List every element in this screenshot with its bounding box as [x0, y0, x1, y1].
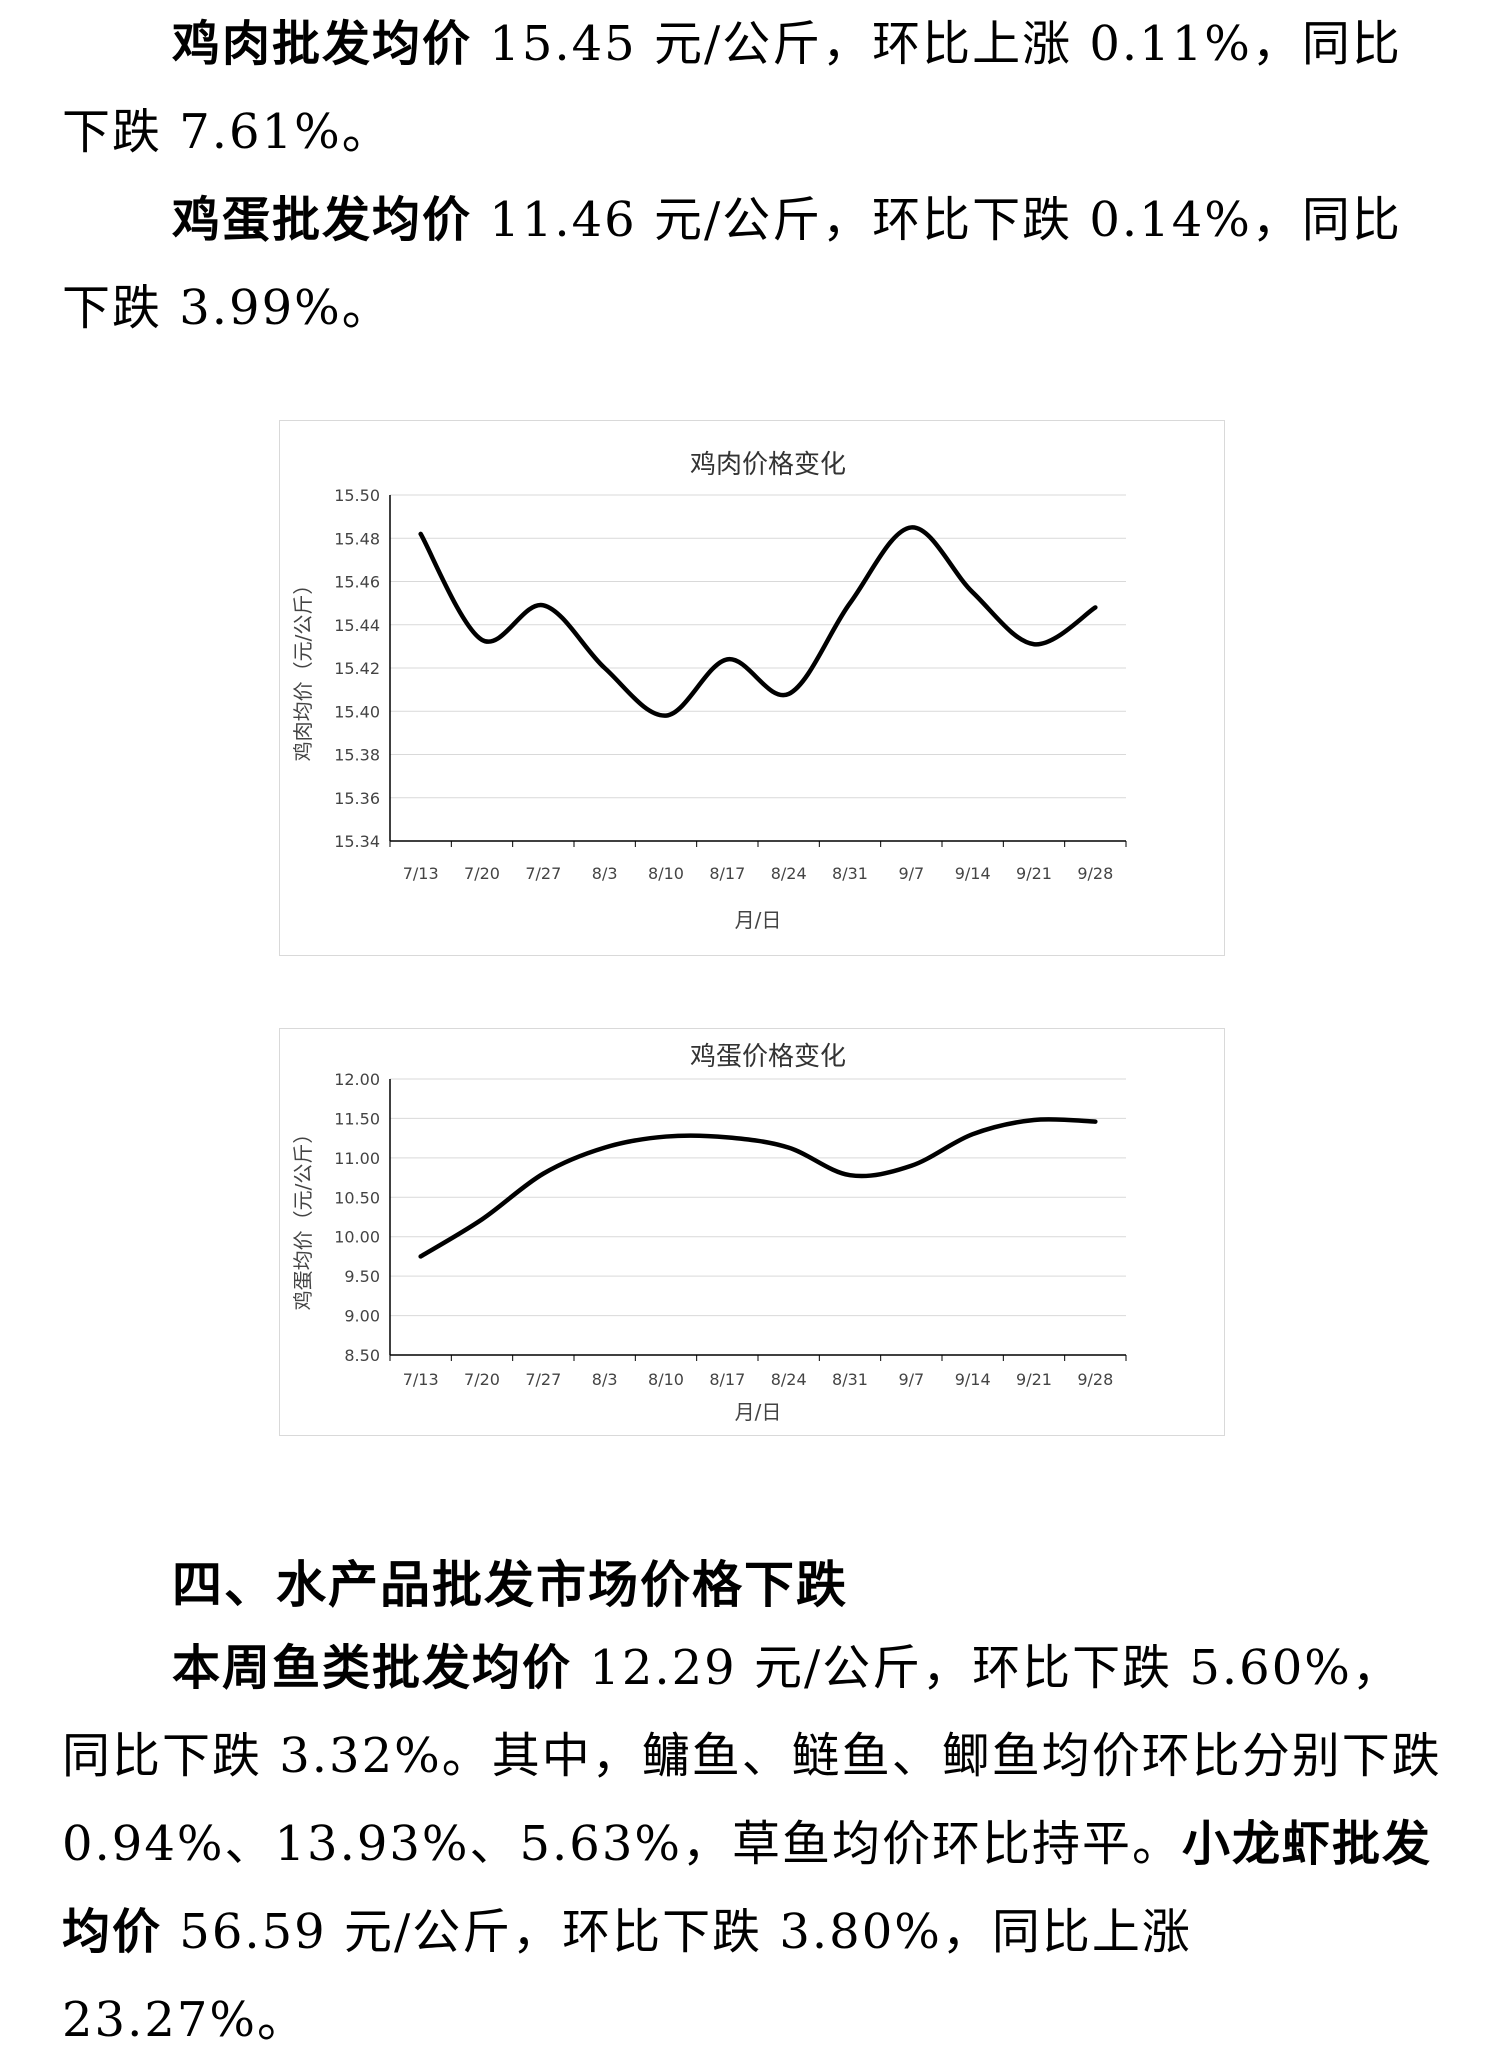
- y-tick-label: 15.34: [334, 832, 380, 851]
- x-axis-label: 月/日: [735, 908, 782, 932]
- y-tick-label: 11.00: [334, 1149, 380, 1168]
- data-point: [725, 1135, 729, 1139]
- data-point: [1032, 642, 1036, 646]
- chicken-price-chart: 鸡肉价格变化 15.34 15.36 15.38 15.40 15.42 15.44 15.4…: [279, 420, 1225, 956]
- x-tick-label: 7/13: [403, 1370, 439, 1389]
- chart-title: 鸡蛋价格变化: [690, 1042, 846, 1072]
- y-tick-label: 9.50: [344, 1267, 380, 1286]
- data-point: [848, 1173, 852, 1177]
- data-point: [480, 1217, 484, 1221]
- x-tick-label: 8/31: [832, 864, 868, 883]
- x-tick-label: 9/14: [955, 1370, 991, 1389]
- data-point: [419, 532, 423, 536]
- x-tick-label: 8/17: [709, 1370, 745, 1389]
- data-point: [1093, 605, 1097, 609]
- x-tick-label: 7/27: [525, 864, 561, 883]
- data-point: [1032, 1118, 1036, 1122]
- data-point: [725, 657, 729, 661]
- egg-price-chart: 鸡蛋价格变化 8.50 9.00 9.50 10.00 10.50 11.00 11.50 12…: [279, 1028, 1225, 1436]
- crayfish-text: 56.59 元/公斤，环比下跌 3.80%，同比上涨 23.27%。: [62, 1904, 1192, 2048]
- egg-paragraph: 鸡蛋批发均价 11.46 元/公斤，环比下跌 0.14%，同比下跌 3.99%。: [62, 176, 1442, 352]
- x-tick-label: 8/10: [648, 1370, 684, 1389]
- chicken-paragraph: 鸡肉批发均价 15.45 元/公斤，环比上涨 0.11%，同比下跌 7.61%。: [62, 0, 1442, 176]
- section-heading: 四、水产品批发市场价格下跌: [172, 1556, 848, 1614]
- y-axis-label: 鸡肉均价（元/公斤）: [291, 575, 315, 762]
- series-line: [418, 1117, 1098, 1259]
- y-tick-label: 10.00: [334, 1228, 380, 1247]
- y-tick-label: 15.42: [334, 659, 380, 678]
- data-point: [909, 1164, 913, 1168]
- data-point: [603, 1146, 607, 1150]
- data-point: [541, 1172, 545, 1176]
- y-axis-label: 鸡蛋均价（元/公斤）: [291, 1124, 315, 1311]
- y-tick-label: 15.36: [334, 789, 380, 808]
- x-tick-label: 9/7: [898, 864, 924, 883]
- chart-title: 鸡肉价格变化: [690, 450, 846, 480]
- y-tick-label: 15.46: [334, 573, 380, 592]
- x-tick-label: 8/3: [592, 1370, 618, 1389]
- x-tick-label: 9/21: [1016, 1370, 1052, 1389]
- data-point: [541, 603, 545, 607]
- series-line: [418, 525, 1098, 718]
- x-tick-label: 9/14: [955, 864, 991, 883]
- y-tick-label: 15.44: [334, 616, 380, 635]
- x-tick-label: 8/24: [771, 1370, 807, 1389]
- y-tick-label: 15.40: [334, 702, 380, 721]
- x-tick-label: 7/27: [525, 1370, 561, 1389]
- y-tick-label: 11.50: [334, 1109, 380, 1128]
- y-tick-label: 15.38: [334, 746, 380, 765]
- fish-text: 12.29 元/公斤，环比下跌 5.60%，同比下跌 3.32%。其中，鳙鱼、鲢…: [62, 1640, 1442, 1872]
- chicken-bold-label: 鸡肉批发均价: [172, 16, 473, 72]
- data-point: [480, 638, 484, 642]
- data-point: [787, 1146, 791, 1150]
- y-tick-label: 8.50: [344, 1346, 380, 1365]
- data-point: [664, 714, 668, 718]
- y-tick-label: 12.00: [334, 1070, 380, 1089]
- x-tick-label: 9/7: [898, 1370, 924, 1389]
- y-tick-label: 15.48: [334, 529, 380, 548]
- egg-chart-svg: 鸡蛋价格变化 8.50 9.00 9.50 10.00 10.50 11.00 11.50 12…: [291, 1042, 1127, 1424]
- data-point: [848, 601, 852, 605]
- x-tick-label: 8/3: [592, 864, 618, 883]
- data-point: [971, 1132, 975, 1136]
- x-tick-label: 9/28: [1077, 1370, 1113, 1389]
- egg-text: 11.46 元/公斤，环比下跌 0.14%，同比下跌 3.99%。: [62, 192, 1402, 336]
- y-tick-label: 9.00: [344, 1307, 380, 1326]
- egg-bold-label: 鸡蛋批发均价: [172, 192, 473, 248]
- x-tick-label: 7/20: [464, 864, 500, 883]
- x-axis-label: 月/日: [735, 1400, 782, 1424]
- x-tick-label: 9/28: [1077, 864, 1113, 883]
- data-point: [971, 590, 975, 594]
- x-tick-label: 9/21: [1016, 864, 1052, 883]
- data-point: [787, 692, 791, 696]
- x-tick-label: 8/10: [648, 864, 684, 883]
- data-point: [1093, 1120, 1097, 1124]
- fish-bold-label: 本周鱼类批发均价: [172, 1640, 573, 1696]
- data-point: [909, 525, 913, 529]
- x-tick-label: 8/24: [771, 864, 807, 883]
- x-tick-label: 7/13: [403, 864, 439, 883]
- x-tick-label: 7/20: [464, 1370, 500, 1389]
- fish-paragraph: 本周鱼类批发均价 12.29 元/公斤，环比下跌 5.60%，同比下跌 3.32…: [62, 1624, 1442, 2064]
- chicken-text: 15.45 元/公斤，环比上涨 0.11%，同比下跌 7.61%。: [62, 16, 1402, 160]
- y-tick-label: 15.50: [334, 486, 380, 505]
- data-point: [603, 666, 607, 670]
- crayfish-bold-label: 小龙虾批发均价: [62, 1816, 1433, 1960]
- x-tick-label: 8/31: [832, 1370, 868, 1389]
- chicken-chart-svg: 鸡肉价格变化 15.34 15.36 15.38 15.40 15.42 15.44 15.4…: [291, 450, 1127, 932]
- data-point: [419, 1254, 423, 1258]
- x-tick-label: 8/17: [709, 864, 745, 883]
- data-point: [664, 1135, 668, 1139]
- y-tick-label: 10.50: [334, 1188, 380, 1207]
